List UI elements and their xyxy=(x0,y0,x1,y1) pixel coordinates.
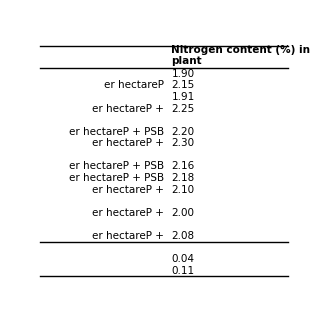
Text: 2.25: 2.25 xyxy=(172,103,195,114)
Text: 2.20: 2.20 xyxy=(172,127,195,137)
Text: 1.90: 1.90 xyxy=(172,69,195,79)
Text: er hectareP + PSB: er hectareP + PSB xyxy=(69,127,164,137)
Text: er hectareP + PSB: er hectareP + PSB xyxy=(69,173,164,183)
Text: er hectareP +: er hectareP + xyxy=(92,208,164,218)
Text: 2.10: 2.10 xyxy=(172,185,195,195)
Text: Nitrogen content (%) in
plant: Nitrogen content (%) in plant xyxy=(172,45,310,67)
Text: er hectareP +: er hectareP + xyxy=(92,185,164,195)
Text: er hectareP +: er hectareP + xyxy=(92,103,164,114)
Text: 2.30: 2.30 xyxy=(172,138,195,148)
Text: er hectareP: er hectareP xyxy=(104,80,164,90)
Text: 2.16: 2.16 xyxy=(172,161,195,172)
Text: 2.00: 2.00 xyxy=(172,208,195,218)
Text: 0.04: 0.04 xyxy=(172,254,195,264)
Text: 2.18: 2.18 xyxy=(172,173,195,183)
Text: er hectareP +: er hectareP + xyxy=(92,138,164,148)
Text: er hectareP + PSB: er hectareP + PSB xyxy=(69,161,164,172)
Text: 2.08: 2.08 xyxy=(172,231,195,241)
Text: er hectareP +: er hectareP + xyxy=(92,231,164,241)
Text: 0.11: 0.11 xyxy=(172,266,195,276)
Text: 2.15: 2.15 xyxy=(172,80,195,90)
Text: 1.91: 1.91 xyxy=(172,92,195,102)
